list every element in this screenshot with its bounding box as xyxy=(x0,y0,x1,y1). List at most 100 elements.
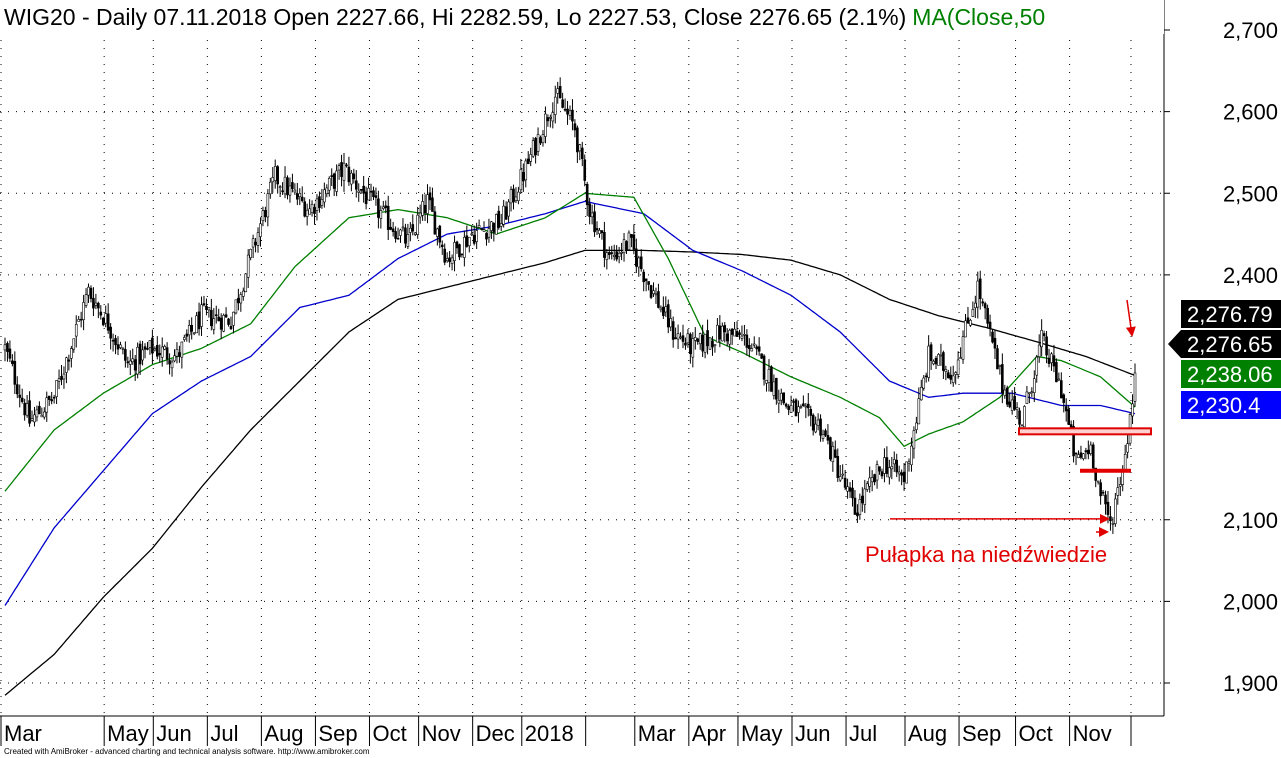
candle-body xyxy=(1087,449,1090,455)
candle-body xyxy=(765,379,768,384)
candle-body xyxy=(666,304,670,328)
candle-body xyxy=(738,332,741,336)
candle-body xyxy=(1072,426,1075,457)
candle-body xyxy=(735,331,739,337)
candle-body xyxy=(1018,410,1021,425)
candle-body xyxy=(947,372,950,379)
candle-body xyxy=(210,309,213,327)
candle-body xyxy=(674,337,677,340)
candle-body xyxy=(141,349,144,361)
candle-body xyxy=(706,330,709,347)
candle-body xyxy=(502,205,505,225)
candle-body xyxy=(278,186,282,189)
candle-body xyxy=(190,324,193,332)
candle-body xyxy=(241,290,245,297)
candle-body xyxy=(70,348,73,359)
candle-body xyxy=(214,314,218,317)
candle-body xyxy=(1037,344,1041,358)
candle-body xyxy=(497,210,501,228)
chart-title-main: WIG20 - Daily 07.11.2018 Open 2227.66, H… xyxy=(4,4,906,30)
candle-body xyxy=(448,257,451,263)
candle-body xyxy=(178,352,181,357)
candle-body xyxy=(222,314,225,332)
candle-body xyxy=(487,228,491,238)
candle-body xyxy=(770,366,773,392)
candle-body xyxy=(128,360,132,365)
candle-body xyxy=(834,449,837,458)
candle-body xyxy=(94,302,98,306)
candle-body xyxy=(576,127,579,153)
candle-body xyxy=(3,344,7,351)
ma50-layer xyxy=(4,192,1136,492)
candle-body xyxy=(458,244,461,258)
candle-body xyxy=(217,316,221,322)
candle-body xyxy=(421,201,424,216)
candle-body xyxy=(998,365,1002,367)
candle-body xyxy=(1126,443,1129,453)
candle-body xyxy=(544,113,547,137)
candle-body xyxy=(1008,401,1012,408)
candle-body xyxy=(625,241,628,251)
candle-body xyxy=(143,346,147,350)
candle-body xyxy=(927,345,930,378)
candle-body xyxy=(133,359,137,371)
candle-body xyxy=(772,381,776,396)
candle-body xyxy=(1111,522,1115,525)
candle-body xyxy=(1040,329,1043,348)
candle-body xyxy=(357,190,361,193)
candle-body xyxy=(944,369,948,372)
candle-body xyxy=(254,241,257,246)
candle-body xyxy=(558,86,562,99)
candle-body xyxy=(158,353,162,356)
candle-body xyxy=(1067,409,1070,425)
x-tick-label: Dec xyxy=(476,721,515,746)
candle-body xyxy=(981,301,984,304)
candle-body xyxy=(404,227,407,244)
candle-body xyxy=(436,228,439,237)
candle-body xyxy=(701,334,704,352)
x-tick-label: Sep xyxy=(962,721,1001,746)
candle-body xyxy=(910,445,913,466)
candle-body xyxy=(1062,394,1066,403)
x-tick-label: Aug xyxy=(264,721,303,746)
x-tick-label: May xyxy=(107,721,149,746)
candle-body xyxy=(588,203,591,217)
candle-body xyxy=(485,232,488,240)
candle-body xyxy=(553,96,557,115)
candle-body xyxy=(721,325,724,342)
candle-body xyxy=(362,185,365,194)
candle-body xyxy=(561,99,564,108)
candle-body xyxy=(475,230,478,242)
candle-body xyxy=(691,338,695,358)
candle-body xyxy=(124,349,127,361)
candle-body xyxy=(622,239,626,254)
candle-body xyxy=(136,346,139,375)
candle-body xyxy=(1028,392,1031,395)
candle-body xyxy=(639,256,643,270)
candle-body xyxy=(197,311,201,330)
candle-body xyxy=(281,190,284,193)
candle-body xyxy=(389,226,392,230)
candle-body xyxy=(932,360,935,365)
candle-body xyxy=(116,344,120,350)
candle-body xyxy=(33,414,36,423)
candle-body xyxy=(109,326,112,339)
candle-body xyxy=(600,230,604,234)
candle-body xyxy=(276,166,279,185)
candle-body xyxy=(67,359,71,362)
candle-body xyxy=(288,185,292,196)
candle-body xyxy=(829,437,832,460)
candle-body xyxy=(698,333,702,345)
candle-body xyxy=(391,228,395,232)
candle-body xyxy=(305,209,309,217)
candle-body xyxy=(549,116,552,119)
candle-body xyxy=(725,333,729,342)
candle-body xyxy=(642,271,645,283)
candle-body xyxy=(824,430,827,436)
candle-body xyxy=(153,348,157,351)
candle-body xyxy=(870,477,874,483)
candle-body xyxy=(934,357,938,365)
candle-body xyxy=(308,208,311,215)
candle-body xyxy=(522,172,525,182)
candle-body xyxy=(573,123,577,131)
